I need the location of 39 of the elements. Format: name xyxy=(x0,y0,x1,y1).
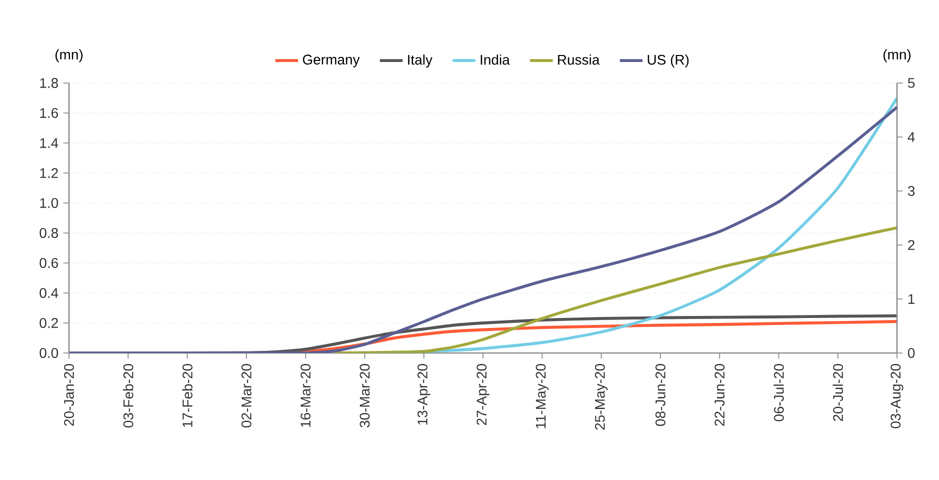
y2-tick-label: 1 xyxy=(908,294,914,304)
legend-label: Germany xyxy=(302,54,360,68)
legend-label: Russia xyxy=(558,54,600,65)
y-tick-label: 0.4 xyxy=(40,288,58,298)
x-tick-label: 25-May-20 xyxy=(594,364,608,430)
x-tick-label: 20-Jul-20 xyxy=(832,364,844,422)
y2-tick-label: 0 xyxy=(908,348,915,358)
x-tick-label: 30-Mar-20 xyxy=(360,364,370,428)
x-tick-label: 22-Jun-20 xyxy=(714,364,725,426)
x-tick-label: 27-Apr-20 xyxy=(476,364,490,425)
y-tick-label: 1.8 xyxy=(40,78,58,88)
y-tick-label: 1.2 xyxy=(40,168,58,178)
y-axis-title: (mn) xyxy=(55,49,83,62)
y2-tick-label: 5 xyxy=(908,78,915,88)
x-tick-label: 20-Jan-20 xyxy=(64,364,74,426)
y-tick-label: 1.0 xyxy=(40,198,58,208)
x-tick-label: 17-Feb-20 xyxy=(182,364,192,427)
y-tick-label: 1.4 xyxy=(40,138,58,148)
x-tick-label: 06-Jul-20 xyxy=(774,364,784,422)
y-tick-label: 0.2 xyxy=(40,318,58,328)
y2-tick-label: 4 xyxy=(908,132,915,142)
y2-tick-label: 2 xyxy=(908,240,914,250)
x-tick-label: 11-May-20 xyxy=(536,364,548,428)
y-tick-label: 0.8 xyxy=(40,228,58,238)
y2-tick-label: 3 xyxy=(908,186,915,196)
legend-label: US (R) xyxy=(648,54,689,68)
x-tick-label: 03-Feb-20 xyxy=(123,364,134,428)
x-tick-label: 02-Mar-20 xyxy=(241,364,252,428)
y-tick-label: 1.6 xyxy=(40,108,58,118)
x-tick-label: 08-Jun-20 xyxy=(655,364,666,426)
y-tick-label: 0.0 xyxy=(40,348,58,358)
x-tick-label: 13-Apr-20 xyxy=(418,364,430,425)
x-tick-label: 03-Aug-20 xyxy=(890,364,904,428)
x-tick-label: 16-Mar-20 xyxy=(300,364,311,427)
y-tick-label: 0.6 xyxy=(40,258,58,268)
y2-axis-title: (mn) xyxy=(883,49,911,62)
legend-label: India xyxy=(480,54,510,65)
legend-label: Italy xyxy=(408,54,432,68)
line-series xyxy=(334,226,898,353)
